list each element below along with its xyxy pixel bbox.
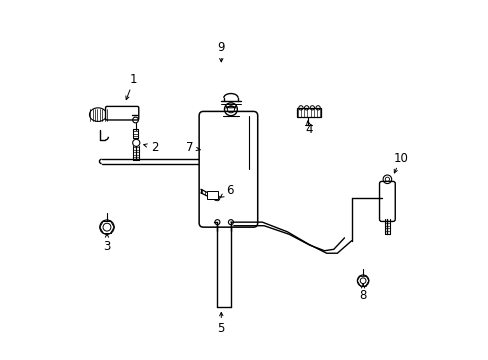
- Text: 9: 9: [217, 41, 224, 54]
- FancyBboxPatch shape: [199, 111, 257, 227]
- Bar: [206, 192, 217, 199]
- Text: 3: 3: [103, 240, 110, 253]
- Text: 5: 5: [217, 322, 224, 335]
- Text: 10: 10: [393, 152, 407, 165]
- Text: 6: 6: [226, 184, 233, 197]
- FancyBboxPatch shape: [297, 108, 320, 117]
- FancyBboxPatch shape: [379, 181, 394, 221]
- Text: 1: 1: [130, 73, 137, 86]
- Text: 2: 2: [151, 141, 159, 154]
- Text: 7: 7: [186, 141, 194, 154]
- Text: 4: 4: [305, 123, 313, 136]
- Text: 8: 8: [359, 288, 366, 302]
- FancyBboxPatch shape: [105, 107, 139, 120]
